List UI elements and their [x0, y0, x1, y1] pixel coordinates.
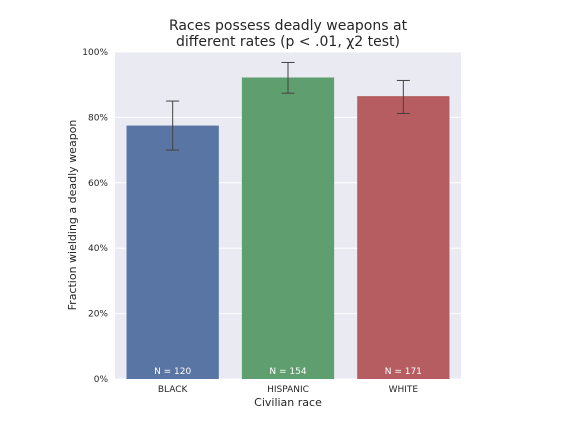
bar-count-label: N = 154 — [269, 367, 306, 377]
error-bars — [166, 61, 410, 151]
annotations: N = 120 N = 154 N = 171 — [154, 367, 422, 377]
chart-title-line-2: different rates (p < .01, χ2 test) — [176, 34, 400, 50]
bar — [126, 125, 219, 379]
x-axis-label: Civilian race — [254, 396, 322, 409]
y-tick-label: 20% — [88, 310, 108, 320]
bars — [126, 77, 450, 380]
tick-labels: 0% 20% 40% 60% 80% 100% BLACK HISPANIC WHITE — [82, 48, 418, 395]
x-tick-label: BLACK — [158, 385, 189, 395]
y-tick-label: 60% — [88, 179, 108, 189]
x-tick-label: WHITE — [389, 385, 419, 395]
y-tick-label: 100% — [82, 48, 108, 58]
y-axis-label: Fraction wielding a deadly weapon — [66, 120, 79, 311]
x-tick-label: HISPANIC — [267, 385, 309, 395]
bar-count-label: N = 120 — [154, 367, 191, 377]
y-tick-label: 0% — [94, 375, 109, 385]
chart-title-line-1: Races possess deadly weapons at — [169, 18, 408, 34]
y-tick-label: 40% — [88, 244, 108, 254]
bar-count-label: N = 171 — [385, 367, 422, 377]
bar — [241, 77, 335, 380]
bar — [357, 96, 450, 380]
y-tick-label: 80% — [88, 113, 108, 123]
